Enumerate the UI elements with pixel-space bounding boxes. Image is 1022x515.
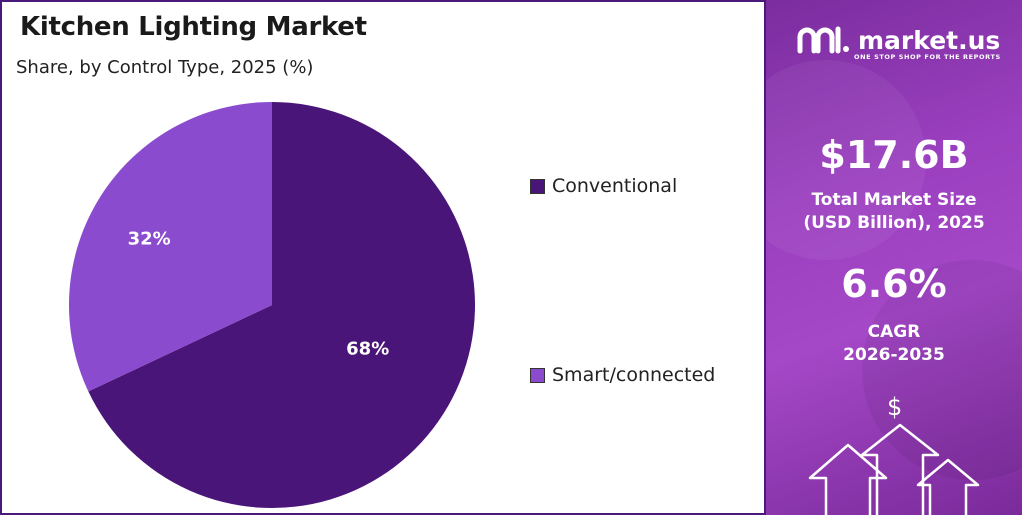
legend-item-smart-connected: Smart/connected <box>530 364 715 386</box>
market-us-logo-icon <box>797 26 849 54</box>
legend-item-conventional: Conventional <box>530 175 677 197</box>
pie-label-smart-connected: 32% <box>128 229 171 250</box>
legend-label-smart-connected: Smart/connected <box>552 364 716 386</box>
pie-label-conventional: 68% <box>346 338 389 359</box>
up-arrow-icon <box>808 443 888 515</box>
chart-title: Kitchen Lighting Market <box>20 12 367 42</box>
market-size-value: $17.6B <box>819 133 969 177</box>
dollar-icon: $ <box>887 393 903 421</box>
legend-swatch-smart-connected <box>530 367 545 383</box>
chart-panel: Kitchen Lighting Market Share, by Contro… <box>0 0 766 515</box>
brand: market.us <box>796 25 1000 55</box>
stats-panel: market.us ONE STOP SHOP FOR THE REPORTS … <box>766 0 1022 515</box>
up-arrow-icon <box>916 458 980 515</box>
pie-slice-conventional <box>88 102 476 508</box>
cagr-period: 2026-2035 <box>843 345 945 365</box>
pie-chart: 68% 32% <box>68 102 476 508</box>
pie-slice-smart-connected <box>68 102 273 392</box>
up-arrow-icon <box>860 423 940 515</box>
legend-swatch-conventional <box>530 178 545 194</box>
cagr-label: CAGR <box>867 322 921 342</box>
cagr-value: 6.6% <box>841 262 947 306</box>
legend-label-conventional: Conventional <box>552 175 678 197</box>
chart-subtitle: Share, by Control Type, 2025 (%) <box>16 57 314 78</box>
brand-name: market.us <box>858 25 1001 55</box>
market-size-label-line2: (USD Billion), 2025 <box>803 213 985 233</box>
brand-tagline: ONE STOP SHOP FOR THE REPORTS <box>854 53 1001 61</box>
market-size-label-line1: Total Market Size <box>811 190 977 210</box>
growth-arrows <box>808 423 980 515</box>
